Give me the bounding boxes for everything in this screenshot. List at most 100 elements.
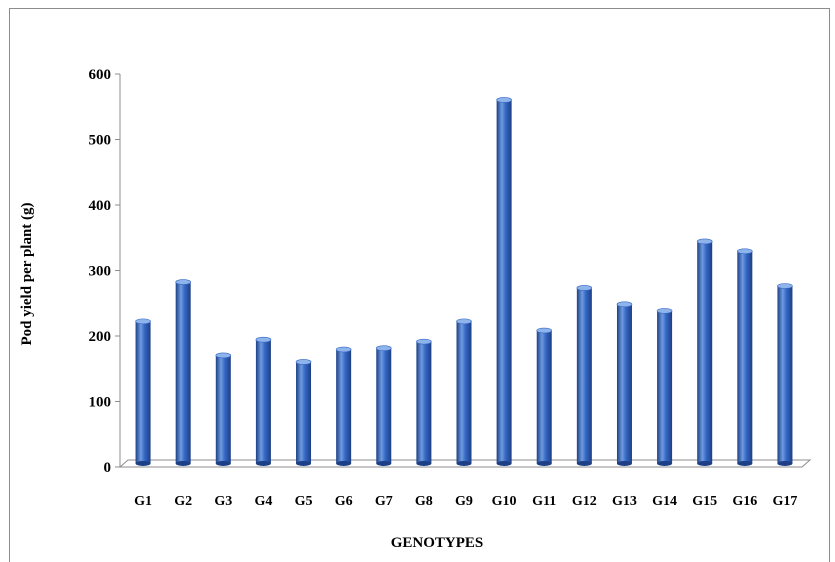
bar-body xyxy=(376,348,392,464)
bar-top xyxy=(696,238,713,245)
x-axis-title: GENOTYPES xyxy=(391,535,484,551)
x-tick-label: G15 xyxy=(692,494,717,509)
bar xyxy=(737,248,753,466)
x-tick-label: G13 xyxy=(612,494,637,509)
bar-top xyxy=(335,346,352,353)
bar-body xyxy=(416,341,432,464)
bar xyxy=(375,345,392,466)
bar-top xyxy=(295,359,312,365)
bar-body xyxy=(135,321,151,464)
bar-body xyxy=(616,304,632,464)
x-tick-label: G6 xyxy=(335,494,353,509)
x-tick-label: G4 xyxy=(254,494,272,509)
chart-frame xyxy=(9,8,830,562)
bar-body xyxy=(215,355,231,464)
bar-body xyxy=(255,339,271,464)
bar-base xyxy=(536,461,552,466)
y-tick-label: 500 xyxy=(89,133,112,149)
bar-top xyxy=(737,248,753,255)
bar xyxy=(777,283,793,466)
bar-base xyxy=(737,461,753,466)
y-tick-label: 200 xyxy=(89,329,112,345)
bar-base xyxy=(175,461,191,466)
x-tick-label: G14 xyxy=(652,494,677,509)
bar xyxy=(135,318,151,466)
y-tick-label: 300 xyxy=(89,264,112,280)
bars xyxy=(135,97,793,466)
x-tick-label: G1 xyxy=(134,494,152,509)
bar-top xyxy=(576,285,593,291)
bar xyxy=(416,338,432,466)
bar xyxy=(656,308,673,466)
y-tick-label: 600 xyxy=(89,67,112,83)
bar-base xyxy=(456,461,472,466)
bar xyxy=(456,318,472,466)
bar-base xyxy=(255,461,271,466)
bar-base xyxy=(616,461,632,466)
bar xyxy=(616,301,633,466)
bar xyxy=(295,359,312,466)
bar-base xyxy=(657,461,673,466)
x-tick-label: G10 xyxy=(492,494,517,509)
bar-body xyxy=(697,241,713,464)
y-tick-label: 400 xyxy=(89,198,112,214)
bar-body xyxy=(336,349,352,464)
bar-base xyxy=(376,461,392,466)
x-tick-label: G7 xyxy=(375,494,393,509)
x-tick-label: G11 xyxy=(532,494,556,509)
bar-base xyxy=(576,461,592,466)
bar-body xyxy=(496,99,512,464)
bar-body xyxy=(737,251,753,464)
bar-body xyxy=(456,321,472,464)
bar-top xyxy=(215,352,232,359)
x-tick-label: G17 xyxy=(772,494,797,509)
x-tick-label: G12 xyxy=(572,494,597,509)
x-tick-labels: G1 G2 G3 G4 G5 G6 G7 G8 G9 G10 G11 G12 G13 G14 G15 G16 G… xyxy=(134,494,797,509)
bar xyxy=(255,336,272,466)
bar-top xyxy=(536,327,553,334)
bar-base xyxy=(697,461,713,466)
bar-body xyxy=(777,285,793,464)
bar xyxy=(576,285,593,466)
bar-top xyxy=(656,308,673,314)
bar-base xyxy=(215,461,231,466)
bar-top xyxy=(375,345,392,352)
bar-base xyxy=(496,461,512,466)
bar-body xyxy=(657,310,673,464)
bar-top xyxy=(416,338,432,345)
x-tick-label: G5 xyxy=(295,494,313,509)
x-tick-label: G3 xyxy=(214,494,232,509)
bar-base xyxy=(416,461,432,466)
bar xyxy=(696,238,713,466)
bar xyxy=(335,346,352,466)
x-tick-label: G9 xyxy=(455,494,473,509)
bar xyxy=(215,352,232,466)
bar-body xyxy=(576,287,592,464)
x-axis-floor xyxy=(118,459,812,468)
bar-top xyxy=(135,318,151,325)
y-tick-label: 0 xyxy=(104,460,112,476)
x-tick-label: G8 xyxy=(415,494,433,509)
bar-top xyxy=(456,318,472,325)
bar-top xyxy=(175,279,191,285)
bar-base xyxy=(296,461,312,466)
bar-body xyxy=(175,282,191,464)
bar xyxy=(536,327,553,466)
y-tick-label: 100 xyxy=(89,395,112,411)
bar-base xyxy=(336,461,352,466)
bar-top xyxy=(255,336,272,343)
bar-body xyxy=(296,361,312,464)
x-tick-label: G16 xyxy=(732,494,757,509)
x-tick-label: G2 xyxy=(174,494,192,509)
bar-top xyxy=(496,97,512,103)
bar-base xyxy=(777,461,793,466)
bar-base xyxy=(135,461,151,466)
bar xyxy=(175,279,191,466)
y-tick-labels: 0 100 200 300 400 500 600 xyxy=(89,67,120,476)
bar xyxy=(496,97,512,466)
bar-top xyxy=(777,283,793,289)
bar-top xyxy=(616,301,633,308)
bar-body xyxy=(536,330,552,464)
y-axis-title: Pod yield per plant (g) xyxy=(19,202,35,345)
